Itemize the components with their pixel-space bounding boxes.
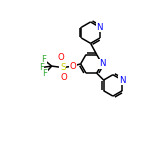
Text: N: N — [119, 76, 125, 85]
Text: N: N — [99, 59, 105, 68]
Text: O: O — [61, 73, 68, 82]
Text: O: O — [70, 62, 77, 71]
Text: F: F — [42, 69, 48, 78]
Text: F: F — [41, 55, 46, 64]
Text: F: F — [39, 63, 44, 72]
Text: O: O — [58, 53, 65, 62]
Text: S: S — [60, 63, 66, 72]
Text: N: N — [97, 23, 103, 32]
